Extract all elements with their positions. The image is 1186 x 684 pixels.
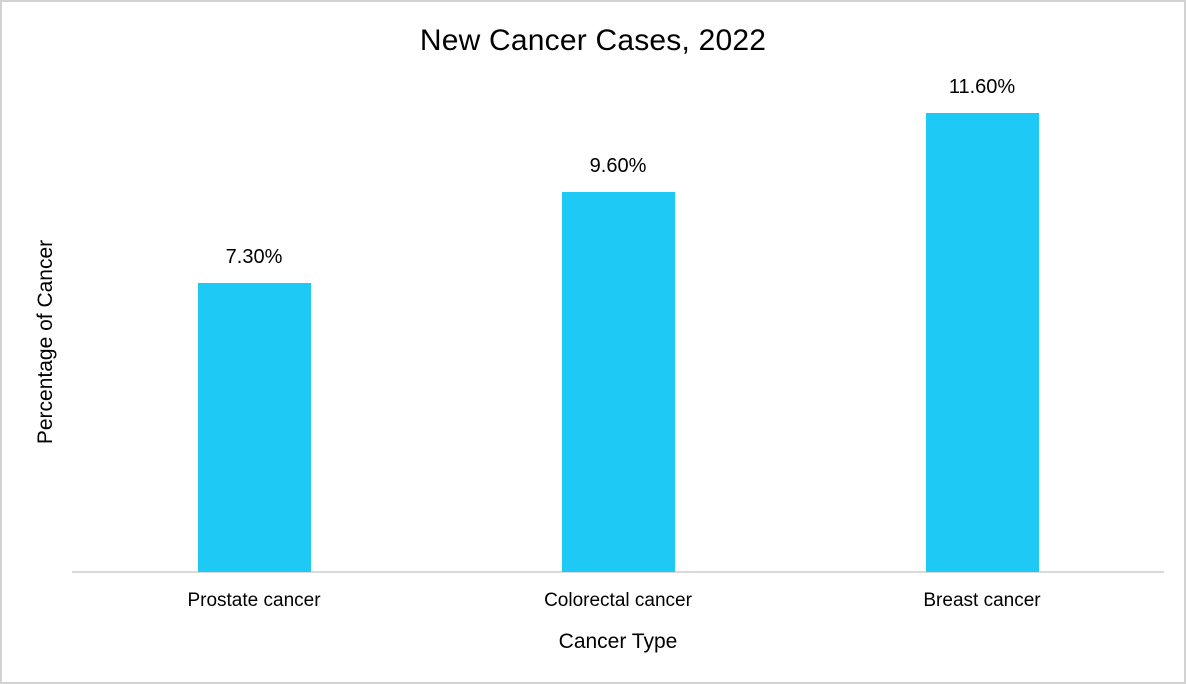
bar-value-label: 9.60% (589, 155, 647, 177)
bar[interactable] (197, 283, 311, 572)
x-axis-label: Cancer Type (558, 630, 678, 653)
bar[interactable] (925, 112, 1039, 572)
bar-value-label: 11.60% (948, 75, 1016, 98)
chart-title: New Cancer Cases, 2022 (419, 24, 767, 57)
bar-value-label: 7.30% (225, 246, 283, 269)
x-tick-label: Colorectal cancer (544, 590, 692, 611)
x-tick-label: Prostate cancer (187, 590, 321, 611)
y-axis-label: Percentage of Cancer (34, 239, 57, 445)
bar[interactable] (561, 192, 675, 572)
x-tick-label: Breast cancer (923, 590, 1041, 611)
x-axis-line (72, 571, 1164, 573)
